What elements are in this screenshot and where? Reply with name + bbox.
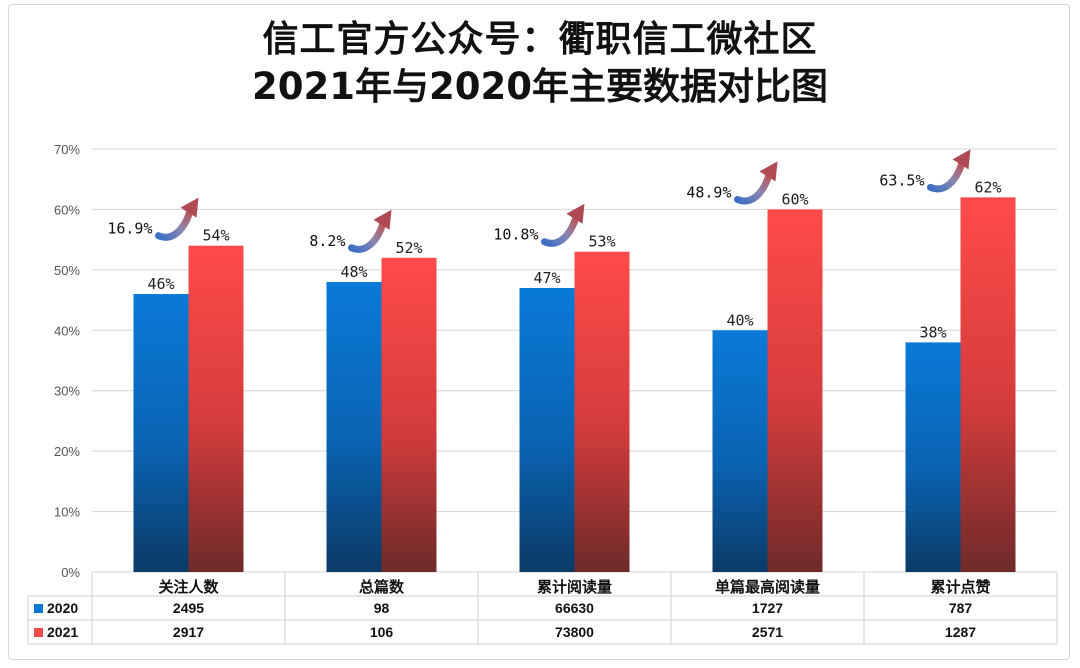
growth-label: 10.8% (493, 226, 538, 244)
bar-2020 (326, 281, 382, 572)
category-label: 累计阅读量 (537, 578, 612, 596)
bar-2021 (381, 257, 437, 572)
table-row-label: 2020 (47, 600, 78, 616)
growth-arrowhead-icon (180, 197, 199, 218)
growth-arrow-icon (541, 212, 580, 247)
growth-arrowhead-icon (952, 149, 971, 170)
chart-title-line1: 信工官方公众号：衢职信工微社区 (262, 19, 818, 60)
chart-title-line2: 2021年与2020年主要数据对比图 (252, 65, 828, 108)
table-cell: 2571 (752, 624, 783, 640)
growth-label: 16.9% (107, 220, 152, 238)
table-cell: 2495 (173, 600, 204, 616)
y-tick-label: 20% (54, 444, 80, 459)
growth-arrowhead-icon (373, 209, 392, 230)
bar-2021 (574, 251, 630, 572)
data-label-2020: 48% (340, 263, 367, 281)
chart-frame (8, 4, 1070, 660)
bar-2021 (767, 209, 823, 572)
grid-layer: 0% 10% 20% 30% 40% 50% 60% 70% (54, 142, 1057, 580)
y-tick-label: 60% (54, 202, 80, 217)
y-tick-label: 30% (54, 384, 80, 399)
growth-label: 63.5% (879, 171, 924, 189)
data-label-2020: 47% (533, 269, 560, 287)
y-tick-label: 40% (54, 323, 80, 338)
bar-2020 (905, 342, 961, 572)
y-tick-label: 70% (54, 142, 80, 157)
bar-layer (133, 197, 1016, 573)
label-layer: 46% 54% 16.9% 48% 52% 8.2% 47% 53% 10.8% 40% 60% 48… (107, 149, 1002, 341)
y-tick-label: 10% (54, 505, 80, 520)
bar-2020 (712, 330, 768, 572)
growth-arrow-icon (348, 218, 387, 253)
growth-label: 8.2% (309, 232, 345, 250)
table-row-label: 2021 (47, 624, 78, 640)
data-label-2021: 60% (781, 190, 808, 208)
legend-swatch (34, 628, 43, 637)
table-cell: 787 (949, 600, 973, 616)
data-label-2021: 62% (974, 178, 1001, 196)
table-cell: 2917 (173, 624, 204, 640)
table-cell: 66630 (555, 600, 594, 616)
table-cell: 73800 (555, 624, 594, 640)
growth-arrowhead-icon (566, 203, 585, 224)
bar-2020 (519, 287, 575, 572)
data-label-2021: 52% (395, 239, 422, 257)
bar-2021 (960, 197, 1016, 573)
bar-2021 (188, 245, 244, 572)
data-label-2021: 54% (202, 227, 229, 245)
table-cell: 106 (370, 624, 394, 640)
data-label-2020: 40% (726, 311, 753, 329)
data-label-2020: 46% (147, 275, 174, 293)
category-label: 单篇最高阅读量 (715, 578, 820, 596)
y-tick-label: 0% (61, 565, 80, 580)
growth-arrow-icon (155, 206, 194, 241)
category-label: 累计点赞 (930, 578, 990, 596)
growth-arrowhead-icon (759, 161, 778, 182)
bar-2020 (133, 294, 189, 572)
growth-label: 48.9% (686, 183, 731, 201)
data-label-2021: 53% (588, 233, 615, 251)
data-label-2020: 38% (919, 323, 946, 341)
growth-arrow-icon (734, 169, 773, 205)
table-cell: 1727 (752, 600, 783, 616)
growth-arrow-icon (927, 157, 966, 193)
data-table: 关注人数 总篇数 累计阅读量 单篇最高阅读量 累计点赞 2020 2495 98 66630 17… (27, 572, 1058, 645)
category-label: 总篇数 (359, 578, 405, 596)
y-tick-label: 50% (54, 263, 80, 278)
category-label: 关注人数 (158, 578, 219, 596)
table-cell: 98 (374, 600, 390, 616)
legend-swatch (34, 604, 43, 613)
table-cell: 1287 (945, 624, 976, 640)
